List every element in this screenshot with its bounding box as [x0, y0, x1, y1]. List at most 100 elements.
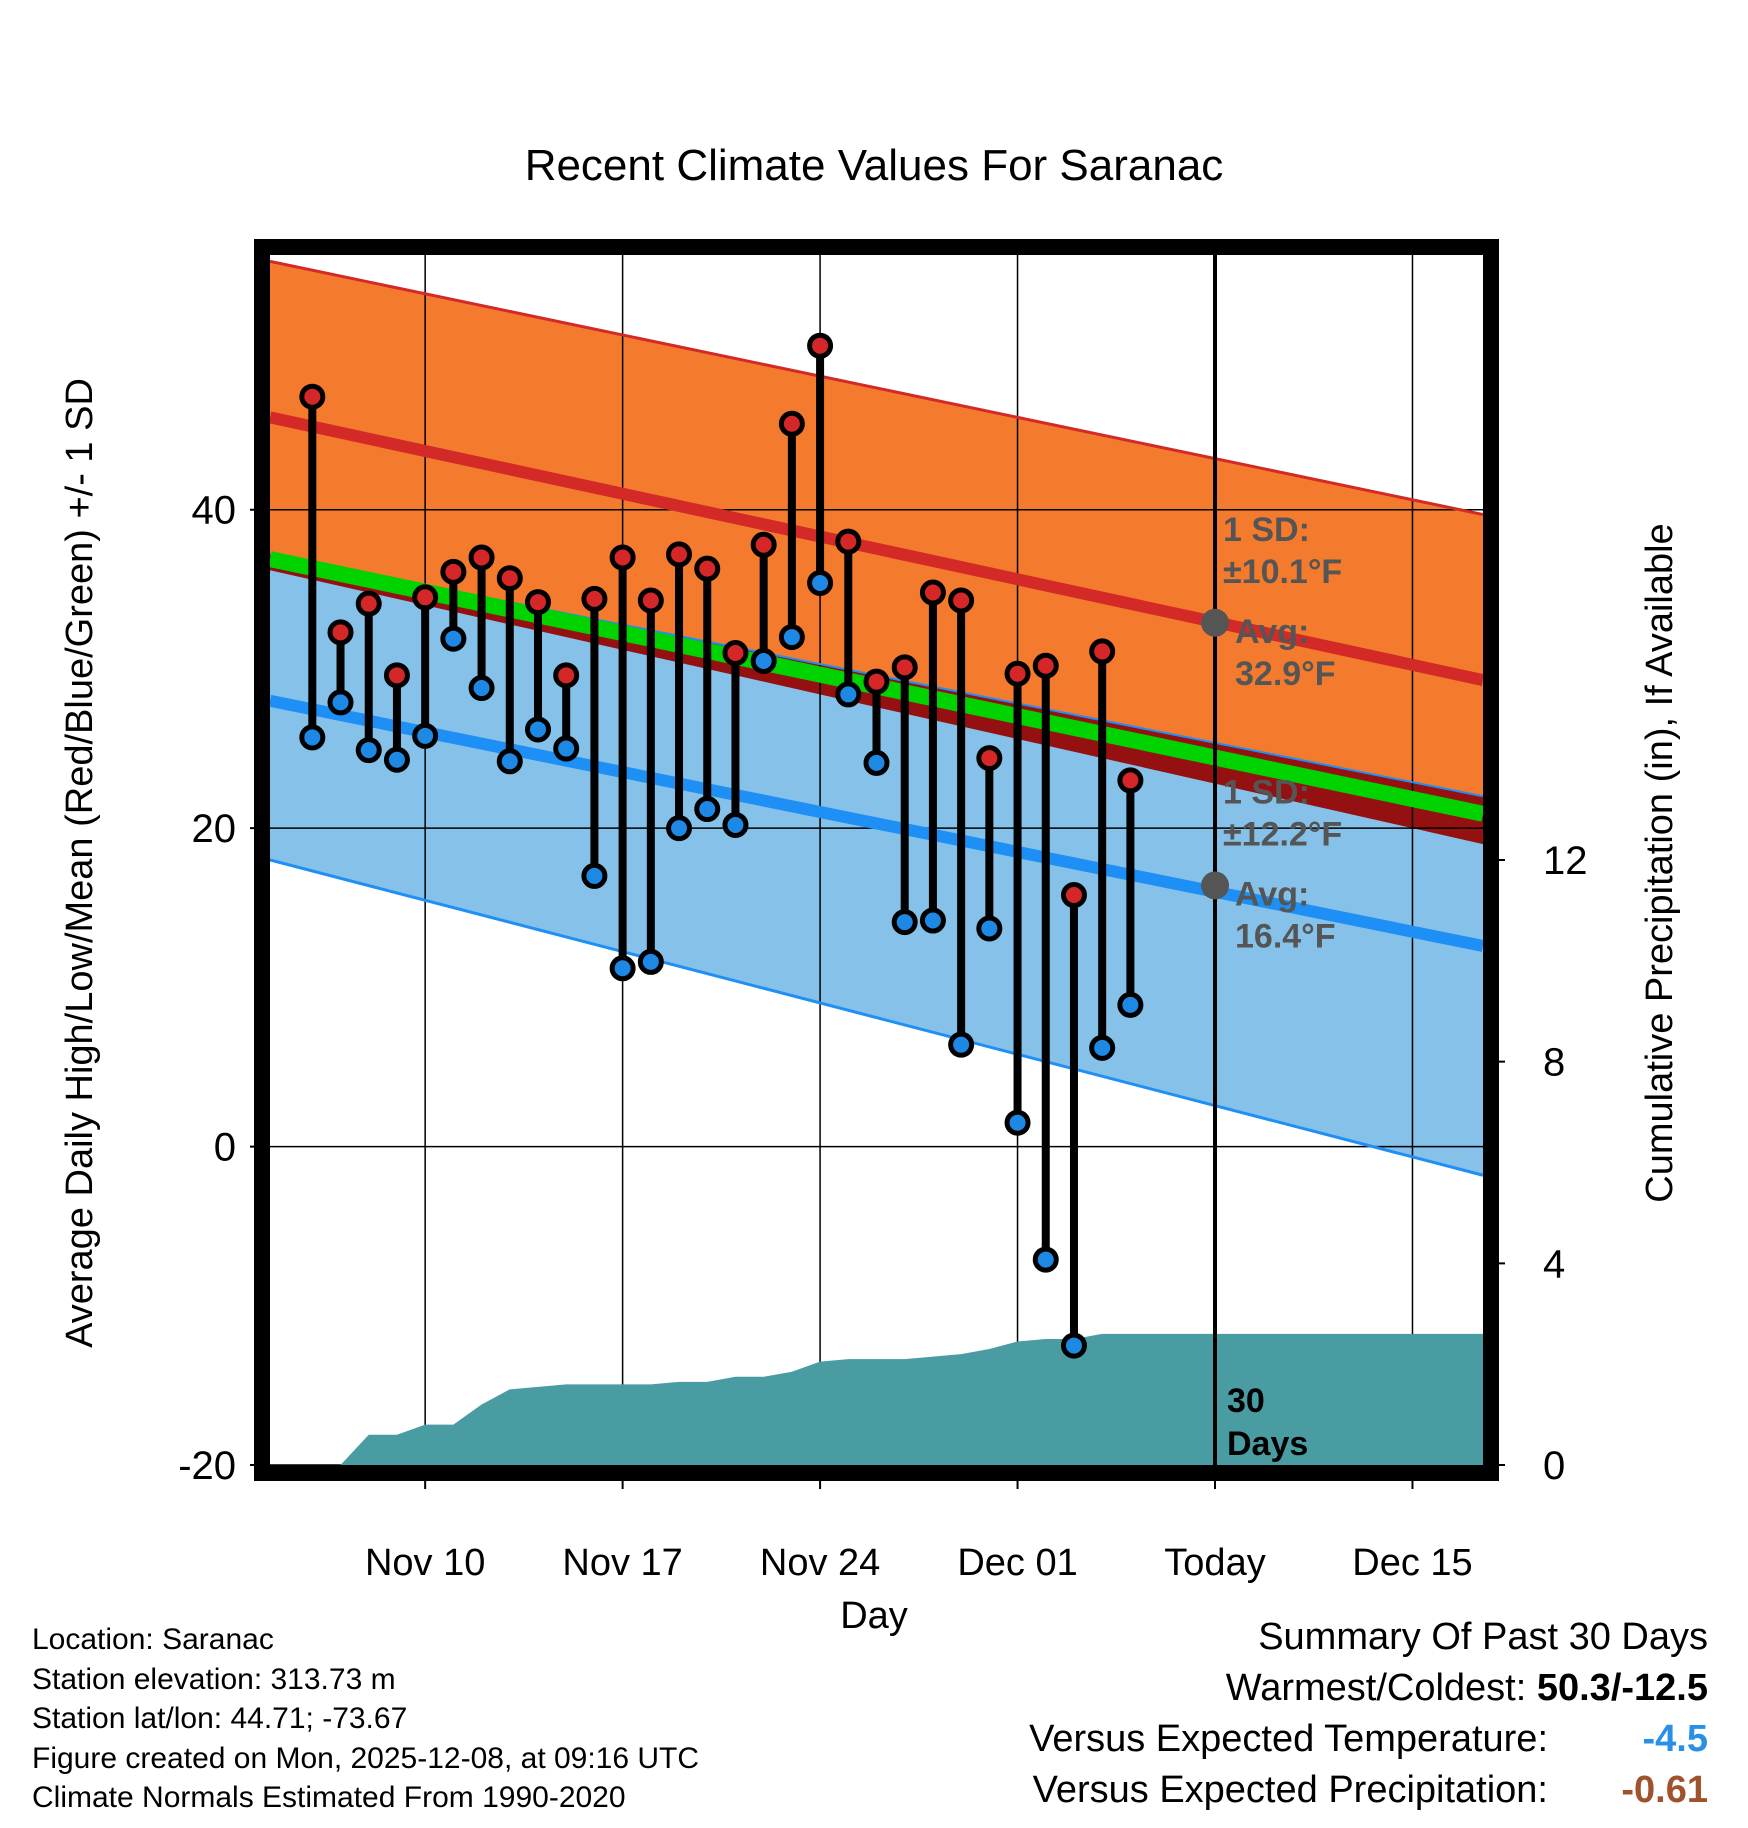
temp-vs-expected-label: Versus Expected Temperature:	[1029, 1718, 1548, 1760]
low-point	[1089, 1034, 1116, 1061]
low-sd-lower-line	[270, 858, 1483, 1177]
low-point	[835, 681, 862, 708]
high-point	[440, 558, 467, 585]
high-point	[1117, 767, 1144, 794]
low-point	[609, 955, 636, 982]
high-point	[524, 589, 551, 616]
low-point	[750, 647, 777, 674]
warm-cold-row: Warmest/Coldest: 50.3/-12.5	[808, 1663, 1708, 1714]
high-annotation-sd-value: ±10.1°F	[1223, 553, 1342, 591]
low-annotation-avg-label: Avg:	[1235, 875, 1309, 913]
warm-cold-value: 50.3/-12.5	[1536, 1667, 1708, 1709]
location-text: Location: Saranac	[32, 1623, 274, 1656]
high-point	[694, 555, 721, 582]
high-point	[496, 565, 523, 592]
low-point	[383, 746, 410, 773]
low-point	[299, 724, 326, 751]
low-point	[327, 689, 354, 716]
x-tick-label: Nov 17	[562, 1542, 682, 1584]
low-point	[553, 735, 580, 762]
low-annotation-sd-label: 1 SD:	[1223, 773, 1310, 811]
low-annotation-avg-value: 16.4°F	[1235, 917, 1336, 955]
high-annotation-avg-value: 32.9°F	[1235, 655, 1336, 693]
y-axis-label-right: Cumulative Precipitation (in), If Availa…	[1639, 523, 1681, 1202]
x-axis-label: Day	[840, 1595, 908, 1637]
station-info: Location: Saranac Station elevation: 313…	[32, 1620, 699, 1818]
high-point	[778, 410, 805, 437]
low-point	[666, 815, 693, 842]
low-annotation-sd-value: ±12.2°F	[1223, 815, 1342, 853]
high-point	[750, 531, 777, 558]
latlon-text: Station lat/lon: 44.71; -73.67	[32, 1702, 408, 1735]
days-label-text: Days	[1227, 1425, 1308, 1463]
low-point	[412, 722, 439, 749]
high-point	[919, 579, 946, 606]
y-right-tick-label: 0	[1543, 1444, 1565, 1488]
y-right-tick-label: 12	[1543, 839, 1588, 883]
high-sd-upper-line	[270, 259, 1483, 516]
low-point	[778, 624, 805, 651]
y-right-tick-label: 4	[1543, 1242, 1565, 1286]
high-point	[1032, 652, 1059, 679]
high-point	[327, 619, 354, 646]
x-tick-label: Nov 10	[365, 1542, 485, 1584]
warm-cold-label: Warmest/Coldest:	[1225, 1667, 1527, 1709]
low-point	[468, 675, 495, 702]
high-point	[581, 585, 608, 612]
low-point	[948, 1031, 975, 1058]
y-right-tick-label: 8	[1543, 1041, 1565, 1085]
high-point	[355, 590, 382, 617]
low-point	[637, 948, 664, 975]
high-point	[299, 383, 326, 410]
high-point	[722, 640, 749, 667]
temp-vs-expected-value: -4.5	[1642, 1718, 1708, 1760]
high-point	[1004, 660, 1031, 687]
y-left-tick-label: 0	[214, 1126, 236, 1170]
low-point	[524, 716, 551, 743]
low-sd-band	[270, 554, 1483, 1176]
low-point	[496, 748, 523, 775]
low-point	[807, 569, 834, 596]
summary-panel: Summary Of Past 30 Days Warmest/Coldest:…	[808, 1612, 1708, 1816]
plot-layer: 1 SD: ±10.1°F Avg: 32.9°F 1 SD: ±12.2°F Avg: 16…	[270, 255, 1483, 1465]
high-point	[666, 541, 693, 568]
low-point	[355, 737, 382, 764]
low-point	[919, 907, 946, 934]
low-point	[1117, 991, 1144, 1018]
high-point	[383, 662, 410, 689]
high-point	[891, 654, 918, 681]
low-point	[976, 915, 1003, 942]
y-left-tick-label: 20	[192, 807, 237, 851]
high-point	[412, 584, 439, 611]
high-point	[863, 668, 890, 695]
low-point	[440, 625, 467, 652]
high-point	[1060, 882, 1087, 909]
elevation-text: Station elevation: 313.73 m	[32, 1662, 396, 1696]
high-point	[835, 528, 862, 555]
high-point	[1089, 638, 1116, 665]
low-annotation-avg-marker	[1201, 871, 1230, 900]
chart-title: Recent Climate Values For Saranac	[525, 141, 1224, 190]
high-point	[553, 662, 580, 689]
normals-text: Climate Normals Estimated From 1990-2020	[32, 1781, 626, 1814]
low-point	[891, 909, 918, 936]
x-tick-label: Dec 15	[1352, 1542, 1472, 1584]
precip-vs-expected-value: -0.61	[1621, 1769, 1708, 1811]
days-label-number: 30	[1227, 1382, 1265, 1420]
y-axis-label-left: Average Daily High/Low/Mean (Red/Blue/Gr…	[59, 378, 101, 1348]
high-annotation-avg-marker	[1201, 608, 1230, 637]
precip-vs-expected-label: Versus Expected Precipitation:	[1032, 1769, 1548, 1811]
temp-vs-expected-row: Versus Expected Temperature: -4.5	[808, 1714, 1708, 1765]
low-point	[694, 796, 721, 823]
high-point	[976, 745, 1003, 772]
high-point	[948, 587, 975, 614]
high-annotation-sd-label: 1 SD:	[1223, 511, 1310, 549]
cumulative-precip-area	[270, 1333, 1483, 1465]
high-annotation-avg-label: Avg:	[1235, 613, 1309, 651]
summary-title: Summary Of Past 30 Days	[1258, 1616, 1708, 1658]
high-point	[807, 332, 834, 359]
low-point	[722, 811, 749, 838]
low-normal-line	[270, 694, 1483, 952]
y-left-tick-label: 40	[192, 489, 237, 533]
